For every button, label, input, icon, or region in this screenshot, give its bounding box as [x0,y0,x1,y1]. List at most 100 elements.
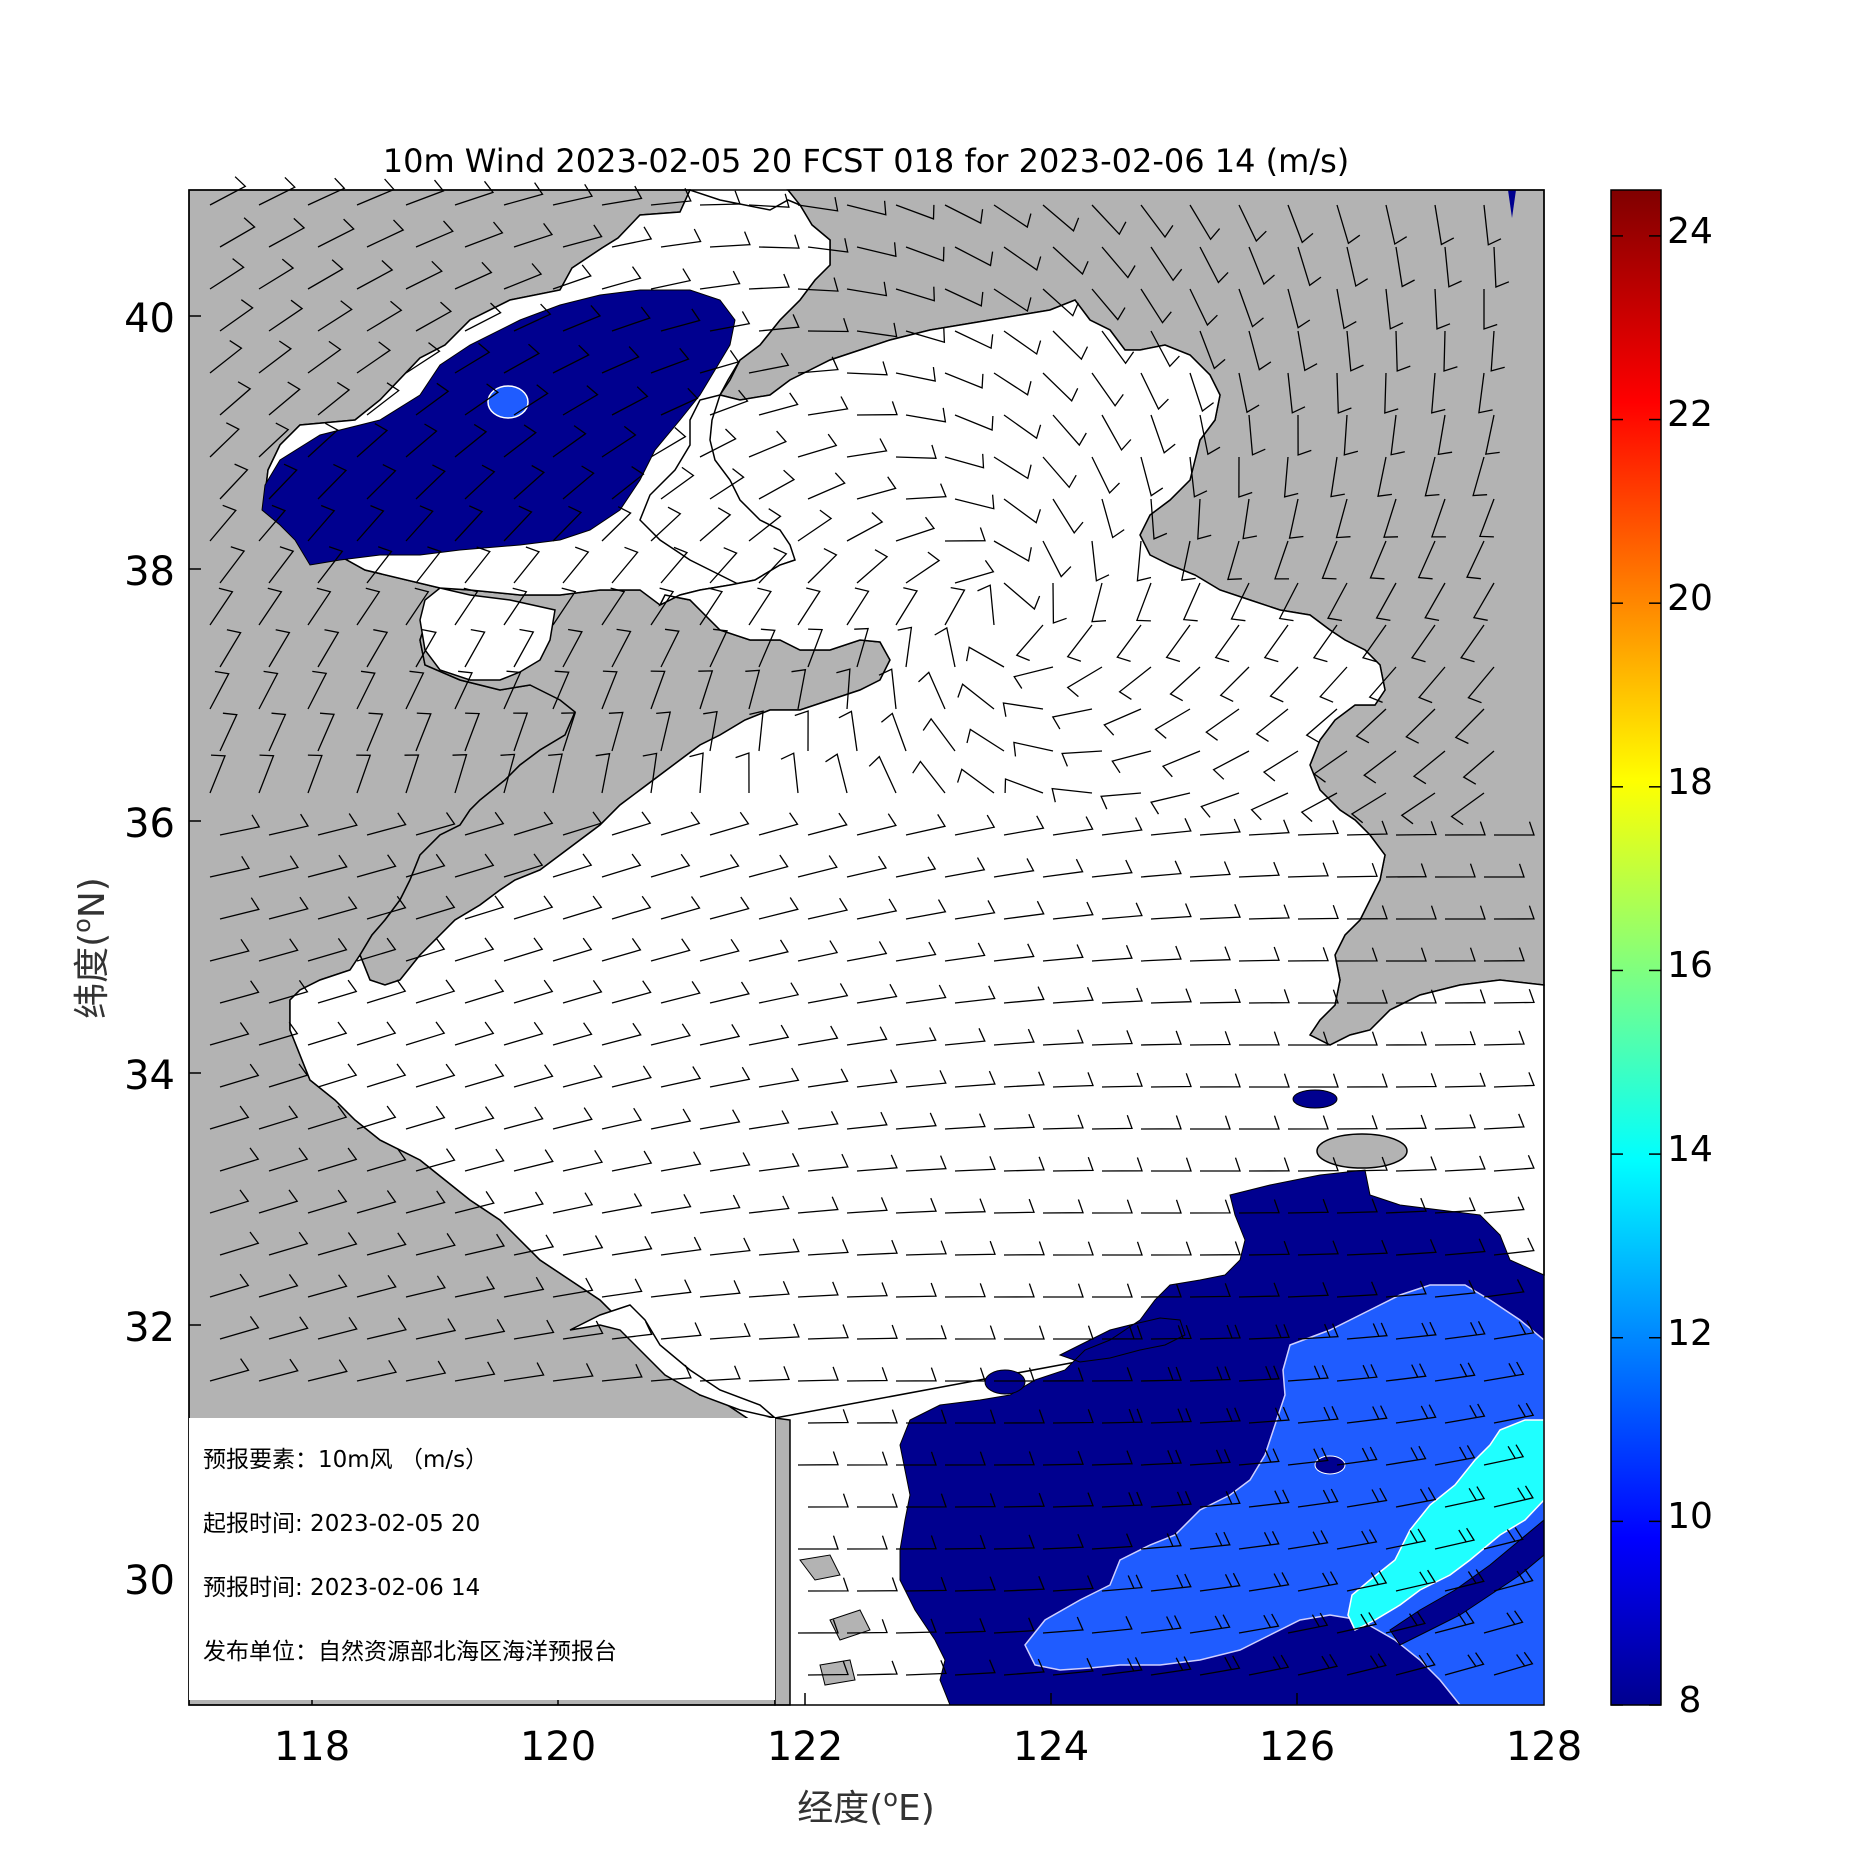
wind-barb [758,1238,800,1256]
wind-barb [1437,414,1453,456]
wind-barb [415,895,456,920]
wind-barb [1066,666,1103,698]
wind-barb [1434,947,1476,962]
wind-barb [895,1112,937,1130]
wind-barb [1445,905,1486,920]
wind-barb [846,1026,888,1046]
wind-barb [957,683,995,710]
wind-barb [258,754,275,794]
wind-barb [1101,1574,1143,1592]
wind-barb [954,900,996,920]
wind-barb [513,979,554,1004]
wind-barb [660,896,701,920]
wind-barb [856,1577,898,1592]
wind-barb [1444,1321,1486,1340]
wind-barb [454,180,495,206]
wind-barb [905,1325,947,1340]
wind-barb [513,1064,554,1088]
wind-barb [944,288,984,307]
wind-barb [856,1069,898,1088]
wind-barb [699,1365,741,1382]
wind-barb [709,811,750,836]
wind-barb [1361,624,1387,663]
wind-barb [1466,540,1485,580]
wind-barb [846,1197,888,1214]
wind-barb [1140,288,1172,324]
wind-barb [1417,540,1436,580]
wind-barb [307,1189,348,1214]
wind-barb [1101,414,1132,452]
wind-barb [1444,1652,1485,1676]
wind-barb [503,424,537,458]
wind-barb [1052,816,1094,836]
wind-barb [1483,1610,1524,1634]
wind-barb [405,670,425,710]
wind-barb [1385,1031,1427,1046]
wind-barb [464,546,491,584]
contour-14-south [1347,1419,1545,1632]
wind-barb [1287,1198,1329,1214]
wind-barb [1336,1364,1378,1382]
wind-barb [807,1577,849,1592]
wind-barb [1493,905,1535,920]
wind-barb [1444,1238,1486,1256]
wind-barb [415,1148,456,1172]
wind-barb [1140,372,1169,411]
wind-barb [366,629,389,668]
wind-barb [1297,1406,1339,1424]
wind-barb [1434,1114,1476,1130]
wind-barb [1052,1156,1094,1172]
wind-barb [807,1493,849,1508]
wind-barb [1205,708,1240,741]
wind-barb [699,190,741,206]
wind-barb [454,1191,495,1214]
wind-barb [1091,288,1126,321]
wind-barb [611,466,645,500]
wind-barb [846,281,888,297]
wind-barb [1287,1282,1329,1298]
wind-barb [219,1316,260,1340]
wind-barb [1091,1367,1133,1382]
wind-barb [1385,863,1427,878]
wind-barb [611,811,652,836]
wind-barb [552,344,590,374]
wind-barb [993,1283,1035,1298]
wind-barb [1189,1199,1231,1214]
wind-barb [405,179,445,206]
wind-barb [1052,330,1089,361]
wind-barb [562,1064,603,1088]
wind-barb [797,509,833,542]
wind-barb [1395,1569,1437,1592]
wind-barb [1101,1491,1143,1508]
wind-barb [415,1318,457,1340]
wind-barb [1101,1072,1143,1088]
wind-barb [1150,498,1168,540]
wind-barb [1384,372,1399,414]
wind-barb [1467,666,1495,704]
cb-tick: 20 [1667,578,1713,619]
wind-barb [317,218,355,248]
wind-barb [699,938,740,962]
wind-barb [258,1021,299,1046]
contour-8-small-2 [1292,1089,1338,1109]
wind-barb [1052,1409,1094,1424]
wind-barb [945,1367,986,1382]
wind-barb [601,670,618,710]
wind-barb [1042,1616,1084,1634]
wind-barb [1444,1072,1486,1088]
wind-barb [993,1617,1035,1634]
wind-barb [1003,498,1042,524]
wind-barb [366,1232,407,1256]
wind-barb [1101,1408,1143,1424]
wind-barb [944,1113,986,1130]
wind-barb [895,1197,937,1214]
wind-barb [878,668,897,710]
wind-barb [856,1409,898,1424]
wind-barb [1169,666,1201,702]
wind-barb [366,1063,407,1088]
wind-barb [993,943,1035,962]
wind-barb [561,712,577,752]
wind-barb [405,1190,446,1214]
wind-barb [994,1367,1035,1382]
wind-barb [758,469,796,500]
